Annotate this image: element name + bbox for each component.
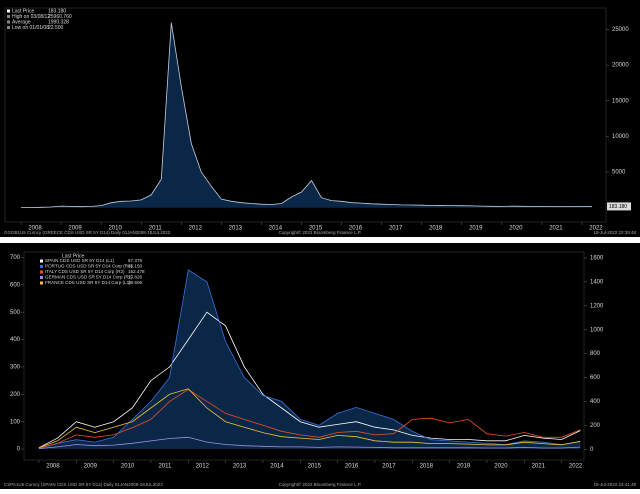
y-tick-label: 400 [10, 337, 21, 343]
footer-right: 18-Jul-2022 22:39:48 [593, 230, 636, 235]
legend-swatch [40, 270, 43, 274]
x-tick-label: 2012 [196, 464, 210, 470]
x-tick-label: 2010 [108, 226, 122, 232]
x-tick-label: 2010 [121, 464, 135, 470]
x-tick-label: 2019 [457, 464, 471, 470]
x-tick-label: 2016 [345, 464, 359, 470]
footer-left: CSPA1U5 Curncy (SPAIN CDS USD SR 5Y D14)… [4, 482, 163, 487]
legend-label: Low on 01/01/08 [12, 25, 49, 31]
legend-value: 25960.760 [48, 14, 72, 20]
last-value-box [607, 202, 631, 211]
footer-center: Copyright© 2022 Bloomberg Finance L.P. [279, 481, 362, 487]
x-tick-label: 2013 [233, 464, 247, 470]
footer-right: 18-Jul-2022 23:41:49 [593, 482, 636, 487]
y-tick-label: 15000 [612, 98, 629, 104]
y-tick-label: 700 [10, 255, 21, 261]
legend-label: High on 03/08/12 [12, 14, 50, 20]
y2-tick-label: 200 [590, 423, 601, 429]
plot-frame [23, 251, 585, 461]
area-fill [21, 22, 592, 208]
legend-swatch [7, 26, 10, 29]
series-line [38, 389, 581, 449]
footer-center: Copyright© 2022 Bloomberg Finance L.P. [279, 229, 362, 235]
y-tick-label: 25000 [612, 27, 629, 33]
y2-tick-label: 1200 [590, 303, 604, 309]
legend-value: 162.478 [128, 269, 145, 274]
x-tick-label: 2020 [509, 226, 523, 232]
x-tick-label: 2008 [28, 226, 42, 232]
legend-swatch [40, 281, 43, 285]
legend-label: Average [12, 19, 31, 25]
y2-tick-label: 1000 [590, 327, 604, 333]
y2-tick-label: 400 [590, 399, 601, 405]
y2-tick-label: 0 [590, 447, 594, 453]
y-tick-label: 100 [10, 419, 21, 425]
legend-value: 28.506 [128, 280, 142, 285]
series-line [38, 436, 581, 449]
area-fill [38, 269, 581, 450]
last-value-label: 183.180 [609, 204, 627, 210]
y-tick-label: 600 [10, 282, 21, 288]
legend-swatch [7, 15, 10, 18]
x-tick-label: 2013 [229, 226, 243, 232]
x-tick-label: 2019 [469, 226, 483, 232]
legend-swatch [40, 265, 43, 268]
legend-value: 17.826 [128, 275, 142, 280]
legend-label: Last Price [12, 8, 34, 14]
x-tick-label: 2011 [149, 226, 163, 232]
x-tick-label: 2015 [308, 464, 322, 470]
legend-swatch [40, 276, 43, 279]
y-tick-label: 20000 [612, 63, 629, 69]
x-tick-label: 2018 [429, 226, 443, 232]
x-tick-label: 2011 [158, 464, 172, 470]
series-line [38, 388, 581, 449]
x-tick-label: 2014 [269, 226, 283, 232]
legend-name: FRANCE CDS USD SR 5Y D14 Corp (L1) [45, 280, 131, 285]
x-tick-label: 2009 [68, 226, 82, 232]
y2-tick-label: 600 [590, 375, 601, 381]
y2-tick-label: 1600 [590, 256, 604, 262]
x-tick-label: 2008 [46, 464, 60, 470]
legend-title: Last Price [62, 253, 84, 259]
plot-frame [4, 7, 607, 223]
x-tick-label: 2021 [549, 226, 563, 232]
x-tick-label: 2018 [420, 464, 434, 470]
x-tick-label: 2017 [389, 226, 403, 232]
x-tick-label: 2014 [270, 464, 284, 470]
series-line [38, 311, 581, 449]
legend-swatch [7, 9, 10, 13]
y2-tick-label: 800 [590, 351, 601, 357]
x-tick-label: 2017 [382, 464, 396, 470]
y-tick-label: 500 [10, 310, 21, 316]
y2-tick-label: 1400 [590, 279, 604, 285]
legend-name: GERMAN CDS USD SR 5Y D14 Corp (R1) [45, 275, 133, 280]
x-tick-label: 2015 [309, 226, 323, 232]
y-tick-label: 200 [10, 392, 21, 398]
x-tick-label: 2012 [189, 226, 203, 232]
x-tick-label: 2020 [494, 464, 508, 470]
legend-swatch [40, 259, 43, 263]
x-tick-label: 2016 [349, 226, 363, 232]
legend-value: 22.500 [48, 25, 64, 31]
y-tick-label: 0 [17, 447, 21, 453]
x-tick-label: 2009 [84, 464, 98, 470]
legend-swatch [7, 20, 10, 24]
legend-value: 1990.328 [48, 19, 69, 25]
footer-left: GGGB1U5 Curncy (GREECE CDS USD SR 5Y D14… [4, 230, 171, 235]
x-tick-label: 2022 [569, 464, 583, 470]
legend-name: PORTUG CDS USD SR 5Y D14 Corp (R1) [45, 264, 133, 269]
y-tick-label: 300 [10, 365, 21, 371]
area-line [20, 22, 592, 208]
legend-value: 183.180 [48, 8, 66, 14]
legend-value: 65.150 [128, 264, 142, 269]
legend-value: 67.375 [128, 258, 142, 263]
y-tick-label: 10000 [612, 134, 629, 140]
legend-name: SPAIN CDS USD SR 5Y D14 (L1) [45, 258, 114, 263]
y-tick-label: 5000 [612, 170, 626, 176]
legend-name: ITALY CDS USD SR 5Y D14 Corp (R2) [45, 269, 125, 274]
x-tick-label: 2021 [532, 464, 546, 470]
x-tick-label: 2022 [589, 226, 603, 232]
